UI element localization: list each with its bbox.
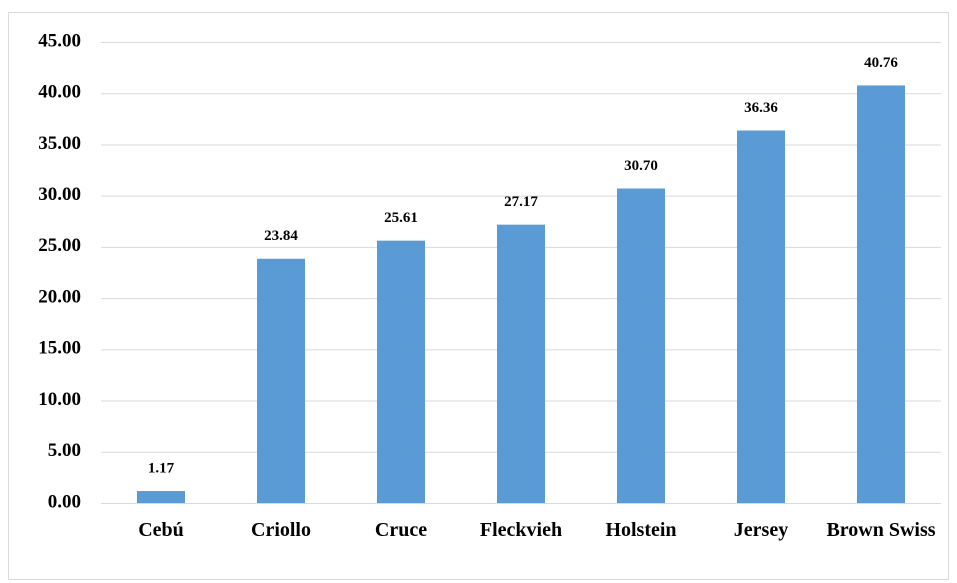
data-label: 36.36	[744, 100, 778, 116]
bar	[857, 85, 905, 503]
bar	[497, 224, 545, 503]
bar	[617, 188, 665, 504]
data-label: 1.17	[148, 460, 175, 476]
y-tick-label: 30.00	[38, 184, 81, 205]
bar	[137, 491, 185, 503]
data-label: 25.61	[384, 210, 418, 226]
bar	[737, 130, 785, 503]
bar	[377, 240, 425, 503]
y-tick-label: 20.00	[38, 286, 81, 307]
data-label: 30.70	[624, 158, 658, 174]
data-label: 23.84	[264, 228, 298, 244]
data-label: 27.17	[504, 194, 538, 210]
x-tick-label: Fleckvieh	[479, 519, 563, 541]
x-tick-label: Cruce	[374, 519, 428, 541]
bar	[257, 258, 305, 503]
y-tick-label: 5.00	[48, 440, 81, 461]
y-tick-label: 10.00	[38, 389, 81, 410]
y-tick-label: 40.00	[38, 82, 81, 103]
x-tick-label: Brown Swiss	[826, 519, 936, 541]
chart-frame	[8, 12, 949, 580]
y-tick-label: 0.00	[48, 491, 81, 512]
y-tick-label: 25.00	[38, 235, 81, 256]
x-tick-label: Criollo	[251, 519, 311, 541]
x-tick-label: Holstein	[605, 519, 677, 541]
x-tick-label: Cebú	[138, 519, 184, 541]
data-label: 40.76	[864, 55, 898, 71]
y-tick-label: 35.00	[38, 133, 81, 154]
y-tick-label: 15.00	[38, 338, 81, 359]
x-tick-label: Jersey	[733, 519, 789, 541]
y-tick-label: 45.00	[38, 30, 81, 51]
